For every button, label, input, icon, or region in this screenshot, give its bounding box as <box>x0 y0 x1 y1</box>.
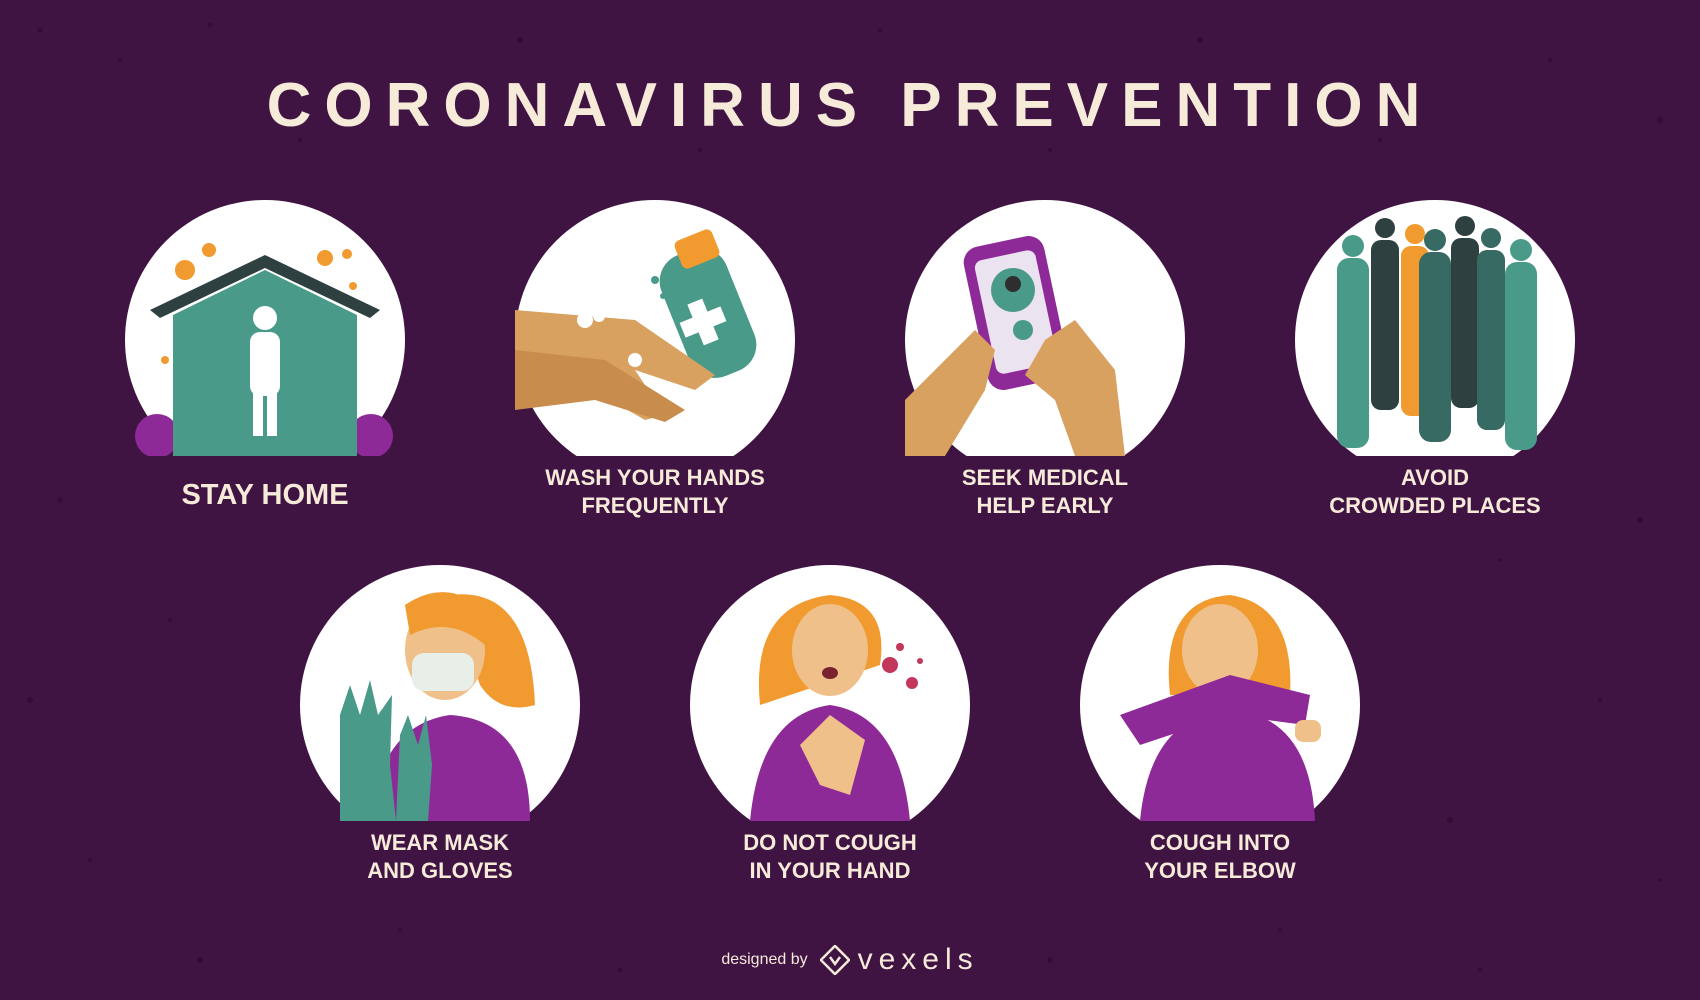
tip-card-cough-elbow: COUGH INTO YOUR ELBOW <box>1060 565 1380 925</box>
phone-doctor-icon <box>905 200 1185 456</box>
footer-credit: designed by vexels <box>0 942 1700 978</box>
cough-elbow-icon <box>1080 565 1360 821</box>
hand-washing-icon <box>515 200 795 456</box>
vexels-logo-icon <box>819 945 850 975</box>
tip-label-avoid-crowds: AVOID CROWDED PLACES <box>1329 465 1541 518</box>
tip-card-wash-hands: WASH YOUR HANDS FREQUENTLY <box>495 200 815 560</box>
tip-label-mask-gloves: WEAR MASK AND GLOVES <box>367 830 513 883</box>
tip-card-seek-medical: SEEK MEDICAL HELP EARLY <box>885 200 1205 560</box>
house-icon <box>125 200 405 456</box>
tip-label-cough-elbow: COUGH INTO YOUR ELBOW <box>1144 830 1296 883</box>
tip-label-stay-home: STAY HOME <box>181 479 349 511</box>
tip-label-no-cough-hand: DO NOT COUGH IN YOUR HAND <box>743 830 917 883</box>
tip-card-no-cough-hand: DO NOT COUGH IN YOUR HAND <box>670 565 990 925</box>
tip-card-stay-home: STAY HOME <box>105 200 425 560</box>
vexels-brand-text: vexels <box>857 943 979 976</box>
tip-label-wash-hands: WASH YOUR HANDS FREQUENTLY <box>545 465 765 518</box>
designed-by-text: designed by <box>721 951 808 968</box>
tip-label-seek-medical: SEEK MEDICAL HELP EARLY <box>961 465 1129 518</box>
crowd-icon <box>1295 200 1575 456</box>
page-title: CORONAVIRUS PREVENTION <box>266 71 1434 140</box>
tip-card-mask-gloves: WEAR MASK AND GLOVES <box>280 565 600 925</box>
tip-card-avoid-crowds: AVOID CROWDED PLACES <box>1275 200 1595 560</box>
mask-gloves-icon <box>300 565 580 821</box>
cough-hand-icon <box>690 565 970 821</box>
